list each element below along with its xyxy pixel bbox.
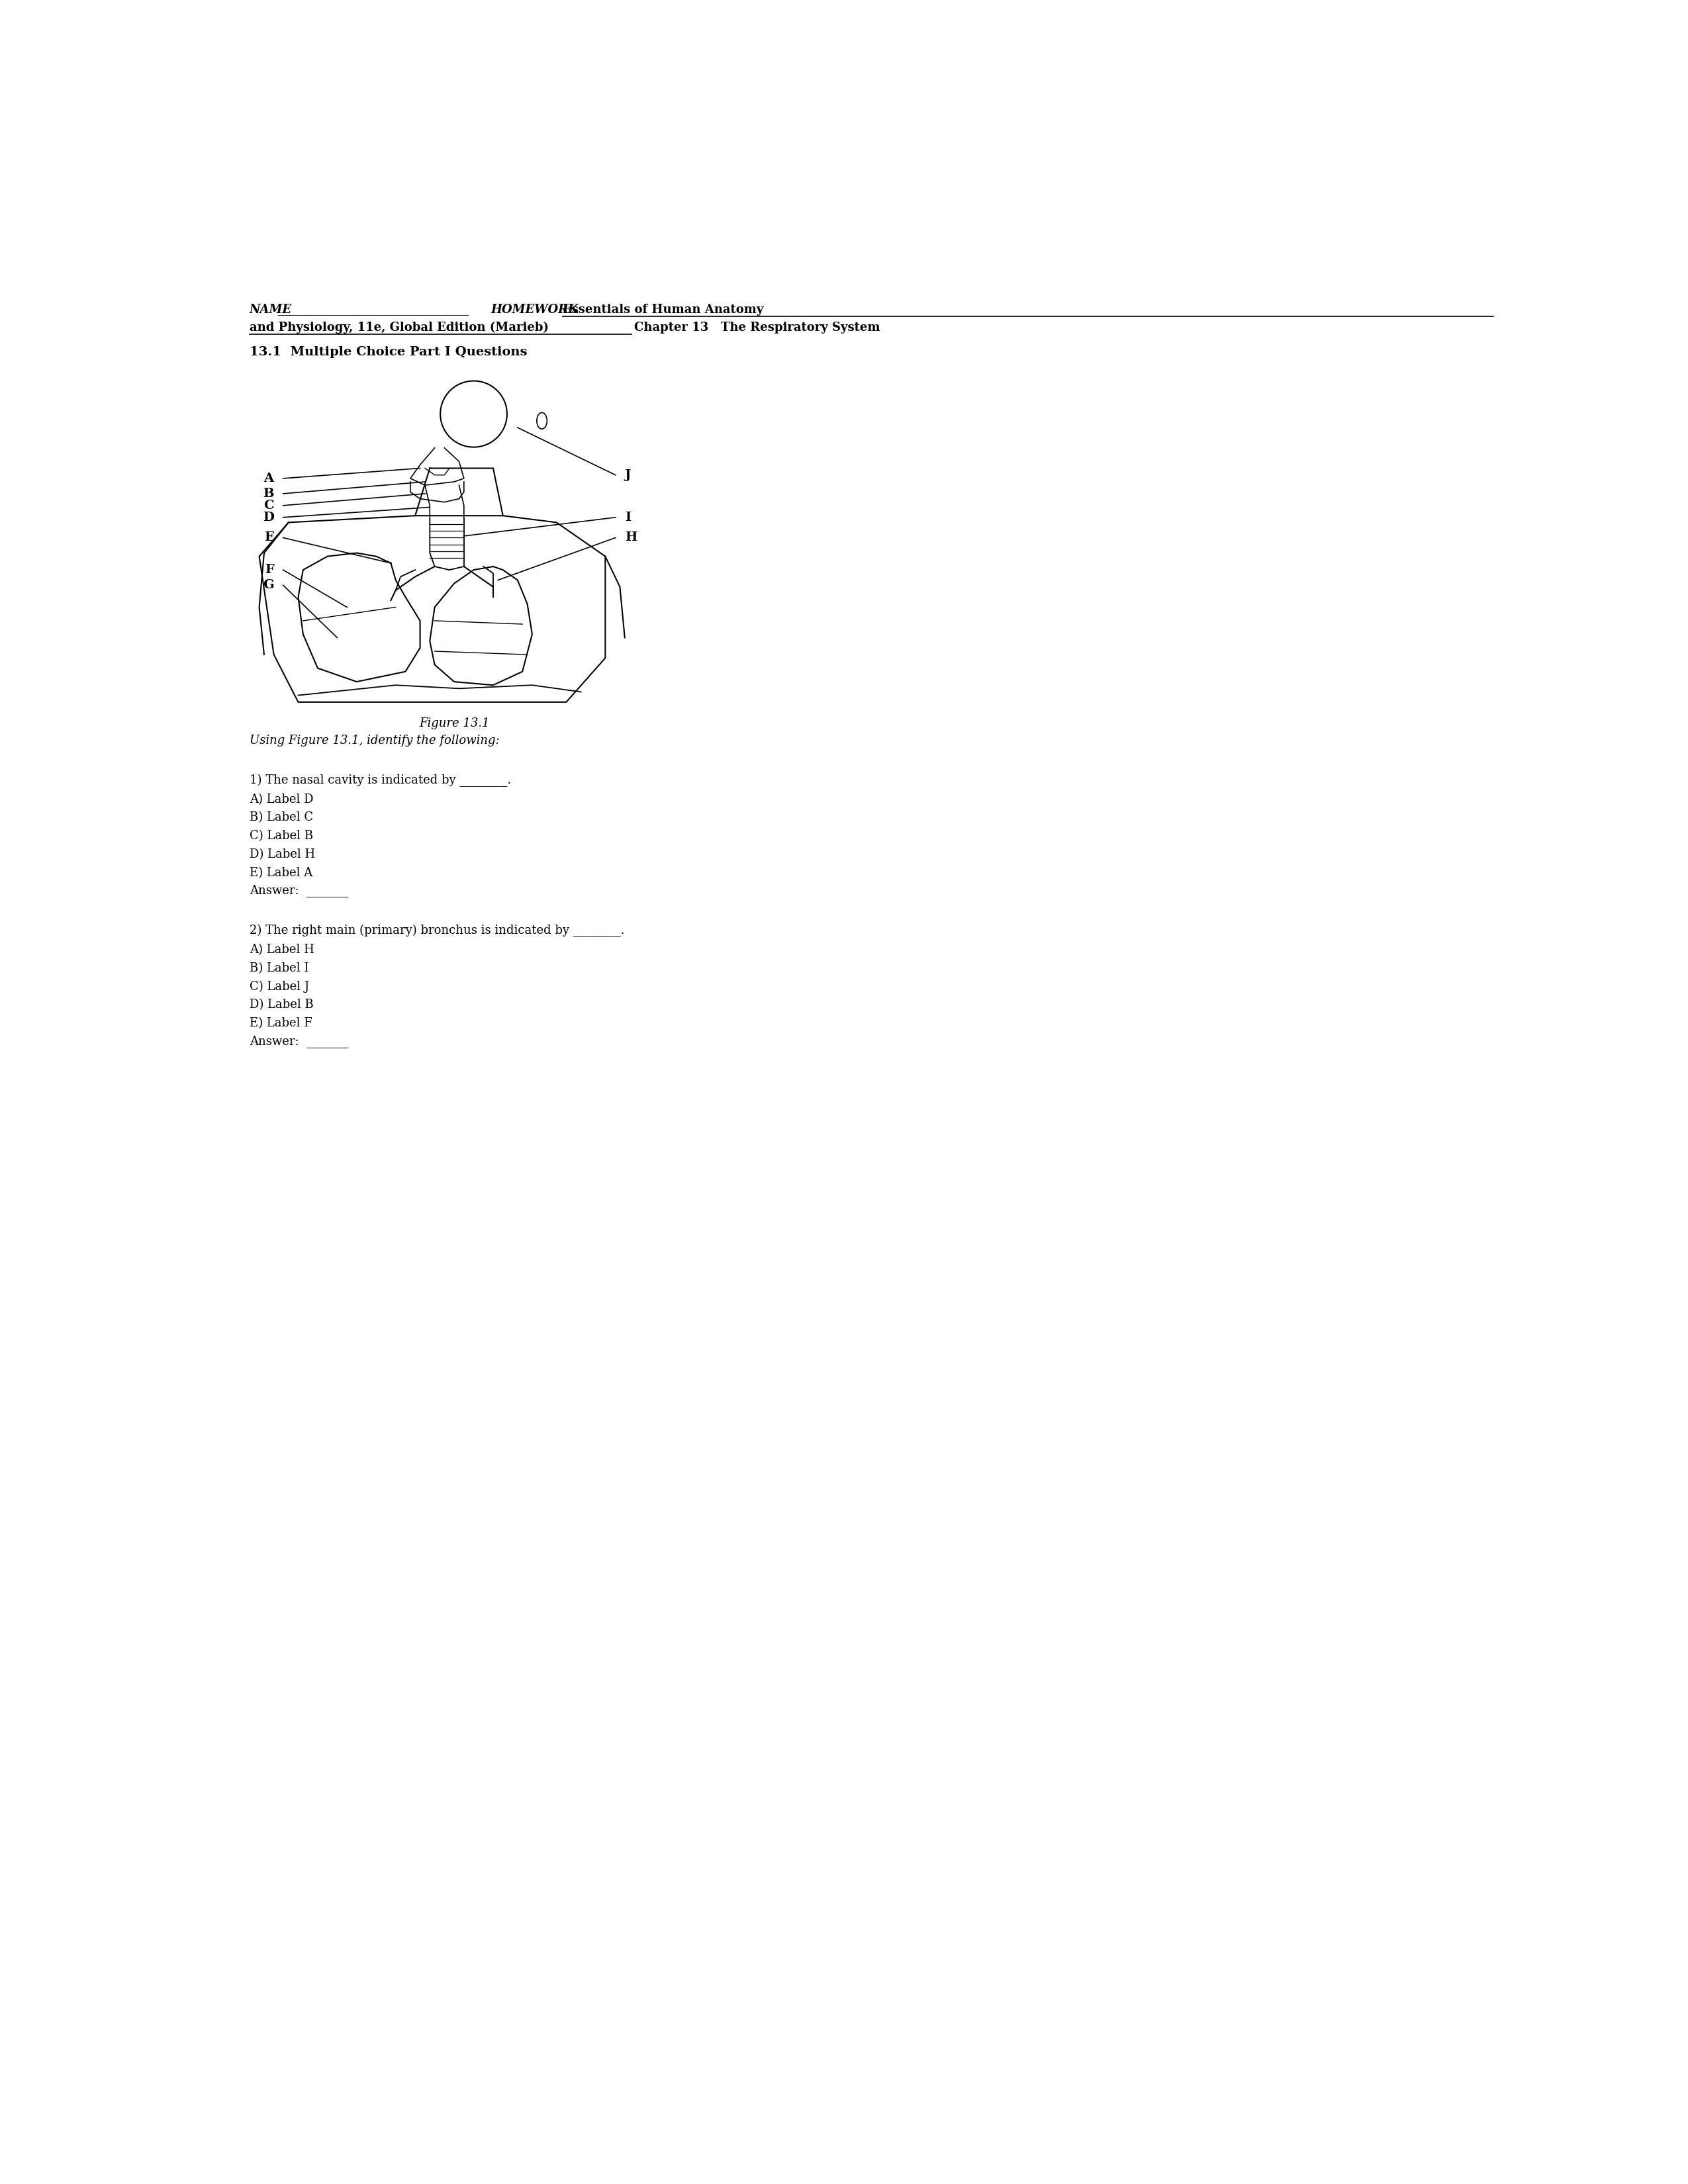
Text: and Physiology, 11e, Global Edition (Marieb): and Physiology, 11e, Global Edition (Mar… [250,321,549,334]
Text: Answer:  _______: Answer: _______ [250,1035,348,1048]
Text: E: E [263,531,273,544]
Text: Figure 13.1: Figure 13.1 [419,716,490,729]
Text: 2) The right main (primary) bronchus is indicated by ________.: 2) The right main (primary) bronchus is … [250,924,625,937]
Text: J: J [625,470,631,480]
Text: 1) The nasal cavity is indicated by ________.: 1) The nasal cavity is indicated by ____… [250,775,511,786]
Text: A: A [263,472,273,485]
Text: E) Label F: E) Label F [250,1018,312,1029]
Text: C: C [263,500,273,511]
Text: C) Label J: C) Label J [250,981,309,992]
Text: I: I [625,511,631,524]
Text: F: F [265,563,273,577]
Text: Essentials of Human Anatomy: Essentials of Human Anatomy [562,304,763,314]
Text: A) Label H: A) Label H [250,943,314,957]
Text: C) Label B: C) Label B [250,830,312,843]
Text: B) Label C: B) Label C [250,812,312,823]
Text: G: G [263,579,273,592]
Text: H: H [625,531,636,544]
Text: Chapter 13   The Respiratory System: Chapter 13 The Respiratory System [635,321,879,334]
Text: D: D [263,511,273,524]
Text: NAME: NAME [250,304,292,314]
Text: A) Label D: A) Label D [250,793,314,806]
Text: Using Figure 13.1, identify the following:: Using Figure 13.1, identify the followin… [250,734,500,747]
Text: B: B [263,487,273,500]
Text: 13.1  Multiple Choice Part I Questions: 13.1 Multiple Choice Part I Questions [250,345,527,358]
Text: ________________________________: ________________________________ [279,304,468,314]
Text: E) Label A: E) Label A [250,867,312,878]
Text: HOMEWORK: HOMEWORK [491,304,579,314]
Text: D) Label H: D) Label H [250,847,316,860]
Text: Answer:  _______: Answer: _______ [250,885,348,898]
Text: B) Label I: B) Label I [250,963,309,974]
Text: D) Label B: D) Label B [250,998,314,1011]
